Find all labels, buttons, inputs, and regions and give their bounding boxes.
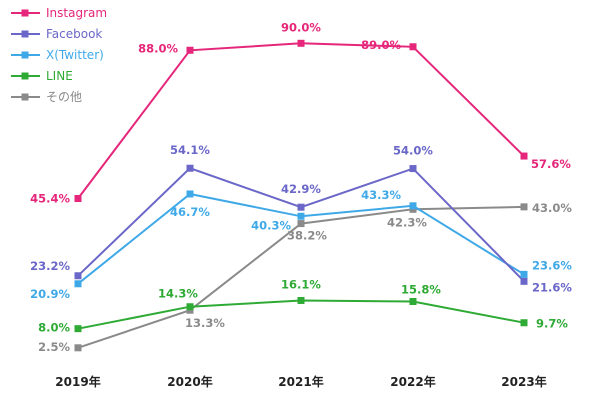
data-point-other bbox=[74, 344, 82, 352]
data-label-x-twitter: 40.3% bbox=[251, 218, 291, 232]
x-tick-label: 2021年 bbox=[278, 374, 323, 389]
data-point-x-twitter bbox=[409, 202, 417, 210]
x-tick-label: 2020年 bbox=[167, 374, 212, 389]
data-label-x-twitter: 43.3% bbox=[361, 188, 401, 202]
legend-label: Facebook bbox=[46, 27, 102, 41]
legend-marker bbox=[21, 72, 29, 80]
legend-item-line: LINE bbox=[11, 69, 73, 83]
x-tick-label: 2023年 bbox=[501, 374, 546, 389]
data-label-facebook: 54.1% bbox=[170, 143, 210, 157]
data-point-x-twitter bbox=[74, 280, 82, 288]
legend-label: Instagram bbox=[46, 6, 107, 20]
data-point-facebook bbox=[520, 277, 528, 285]
data-label-instagram: 45.4% bbox=[30, 192, 70, 206]
data-label-facebook: 54.0% bbox=[393, 144, 433, 158]
data-label-line: 9.7% bbox=[536, 317, 568, 331]
data-label-facebook: 21.6% bbox=[532, 280, 572, 294]
legend-label: LINE bbox=[46, 69, 73, 83]
legend-label: X(Twitter) bbox=[46, 48, 104, 62]
data-label-facebook: 42.9% bbox=[281, 182, 321, 196]
legend: Instagram Facebook X(Twitter) LINE その他 bbox=[11, 6, 107, 104]
legend-marker bbox=[21, 93, 29, 101]
data-point-facebook bbox=[186, 164, 194, 172]
data-label-instagram: 88.0% bbox=[138, 41, 178, 55]
legend-item-x-twitter: X(Twitter) bbox=[11, 48, 104, 62]
data-point-instagram bbox=[409, 43, 417, 51]
series-line-instagram bbox=[77, 42, 525, 200]
data-point-line bbox=[520, 319, 528, 327]
data-label-x-twitter: 20.9% bbox=[30, 287, 70, 301]
data-point-facebook bbox=[409, 165, 417, 173]
x-axis-ticks: 2019年 2020年 2021年 2022年 2023年 bbox=[55, 374, 546, 389]
data-label-other: 2.5% bbox=[38, 340, 70, 354]
data-label-x-twitter: 23.6% bbox=[532, 258, 572, 272]
x-tick-label: 2019年 bbox=[55, 374, 100, 389]
data-label-instagram: 90.0% bbox=[281, 20, 321, 34]
data-point-x-twitter bbox=[297, 212, 305, 220]
data-point-line bbox=[409, 298, 417, 306]
legend-marker bbox=[21, 30, 29, 38]
data-point-instagram bbox=[186, 46, 194, 54]
data-labels: 2.5% 13.3% 38.2% 42.3% 43.0% 8.0% 14.3% 16.1% 15… bbox=[30, 20, 572, 354]
data-point-other bbox=[520, 203, 528, 211]
data-point-x-twitter bbox=[186, 190, 194, 198]
data-label-instagram: 89.0% bbox=[361, 38, 401, 52]
data-label-line: 16.1% bbox=[281, 277, 321, 291]
data-label-line: 14.3% bbox=[158, 287, 198, 301]
legend-marker bbox=[21, 51, 29, 59]
data-point-instagram bbox=[520, 152, 528, 160]
data-label-line: 8.0% bbox=[38, 321, 70, 335]
legend-item-other: その他 bbox=[11, 90, 82, 104]
data-point-line bbox=[74, 325, 82, 333]
data-point-instagram bbox=[297, 39, 305, 47]
data-label-other: 13.3% bbox=[185, 316, 225, 330]
data-point-line bbox=[186, 303, 194, 311]
data-label-line: 15.8% bbox=[401, 283, 441, 297]
legend-item-facebook: Facebook bbox=[11, 27, 102, 41]
data-label-other: 38.2% bbox=[287, 229, 327, 243]
data-point-x-twitter bbox=[520, 270, 528, 278]
data-label-facebook: 23.2% bbox=[30, 259, 70, 273]
data-label-x-twitter: 46.7% bbox=[170, 205, 210, 219]
x-tick-label: 2022年 bbox=[390, 374, 435, 389]
data-label-instagram: 57.6% bbox=[531, 157, 571, 171]
legend-marker bbox=[21, 9, 29, 17]
data-label-other: 42.3% bbox=[387, 215, 427, 229]
data-point-facebook bbox=[74, 272, 82, 280]
data-points bbox=[74, 39, 528, 352]
data-point-facebook bbox=[297, 203, 305, 211]
data-point-other bbox=[297, 220, 305, 228]
data-label-other: 43.0% bbox=[532, 201, 572, 215]
legend-label: その他 bbox=[46, 90, 82, 104]
data-point-instagram bbox=[74, 195, 82, 203]
data-point-line bbox=[297, 296, 305, 304]
legend-item-instagram: Instagram bbox=[11, 6, 107, 20]
